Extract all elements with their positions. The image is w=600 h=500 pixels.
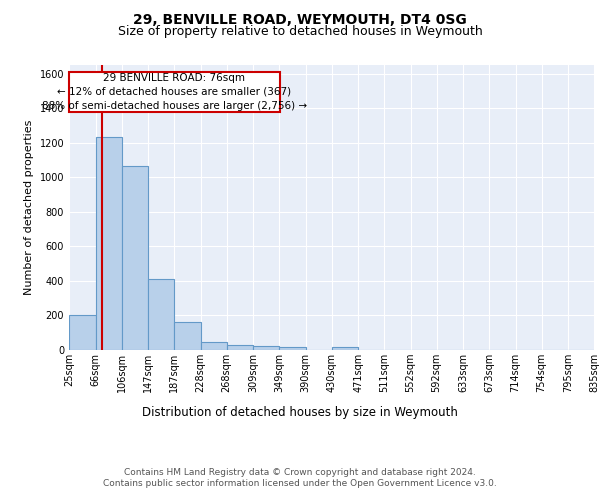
Text: 29, BENVILLE ROAD, WEYMOUTH, DT4 0SG: 29, BENVILLE ROAD, WEYMOUTH, DT4 0SG bbox=[133, 12, 467, 26]
FancyBboxPatch shape bbox=[69, 72, 280, 112]
Bar bbox=[331, 348, 358, 350]
Bar bbox=[174, 322, 200, 350]
Text: Distribution of detached houses by size in Weymouth: Distribution of detached houses by size … bbox=[142, 406, 458, 419]
Bar bbox=[279, 348, 305, 350]
Bar bbox=[95, 137, 121, 350]
Bar bbox=[69, 315, 95, 350]
Bar bbox=[253, 346, 279, 350]
Text: Contains HM Land Registry data © Crown copyright and database right 2024.
Contai: Contains HM Land Registry data © Crown c… bbox=[103, 468, 497, 487]
Bar bbox=[121, 166, 148, 350]
Bar bbox=[227, 346, 253, 350]
Text: Size of property relative to detached houses in Weymouth: Size of property relative to detached ho… bbox=[118, 25, 482, 38]
Bar bbox=[148, 279, 174, 350]
Y-axis label: Number of detached properties: Number of detached properties bbox=[24, 120, 34, 295]
Bar bbox=[200, 342, 227, 350]
Text: 29 BENVILLE ROAD: 76sqm
← 12% of detached houses are smaller (367)
88% of semi-d: 29 BENVILLE ROAD: 76sqm ← 12% of detache… bbox=[42, 73, 307, 111]
